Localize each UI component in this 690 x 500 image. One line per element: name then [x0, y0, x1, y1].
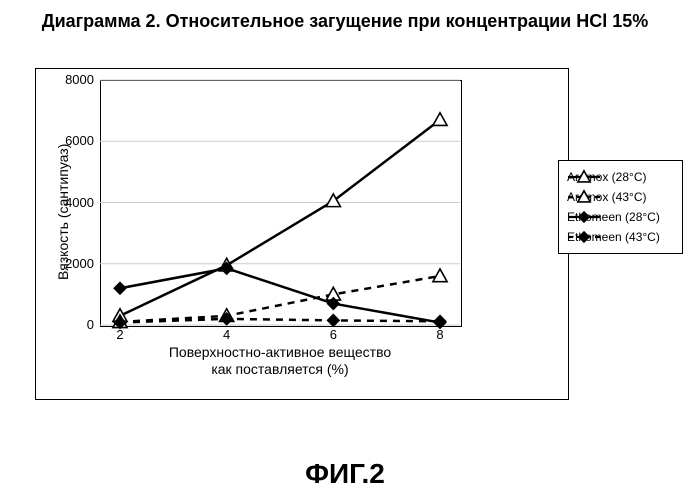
legend-swatch — [567, 209, 601, 225]
legend-swatch — [567, 229, 601, 245]
x-axis-label-line1: Поверхностно-активное вещество — [169, 344, 391, 360]
x-tick-label: 6 — [318, 327, 348, 342]
legend-swatch — [567, 189, 601, 205]
x-axis-label: Поверхностно-активное вещество как поста… — [100, 344, 460, 378]
chart-title: Диаграмма 2. Относительное загущение при… — [0, 10, 690, 33]
plot-svg — [100, 80, 460, 325]
legend-item: Aromox (28°C) — [567, 167, 674, 187]
legend-swatch — [567, 169, 601, 185]
legend: Aromox (28°C)Aromox (43°C)Ethomeen (28°C… — [558, 160, 683, 254]
y-tick-label: 8000 — [54, 72, 94, 87]
y-axis-label: Вязкость (сантипуаз) — [55, 144, 71, 280]
legend-item: Aromox (43°C) — [567, 187, 674, 207]
y-tick-label: 0 — [54, 317, 94, 332]
x-tick-label: 8 — [425, 327, 455, 342]
x-tick-label: 2 — [105, 327, 135, 342]
x-tick-label: 4 — [212, 327, 242, 342]
figure-label: ФИГ.2 — [0, 458, 690, 490]
x-axis-label-line2: как поставляется (%) — [211, 361, 348, 377]
legend-item: Ethomeen (43°C) — [567, 227, 674, 247]
legend-item: Ethomeen (28°C) — [567, 207, 674, 227]
figure-container: Диаграмма 2. Относительное загущение при… — [0, 0, 690, 500]
